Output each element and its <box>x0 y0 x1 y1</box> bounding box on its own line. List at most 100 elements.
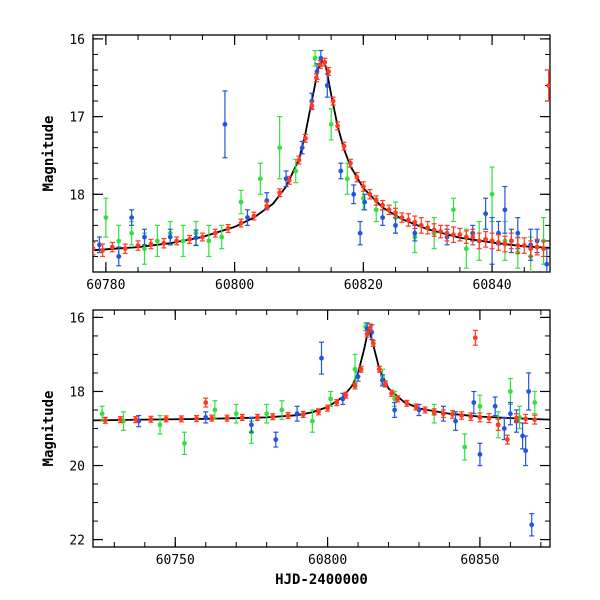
data-point <box>395 396 401 402</box>
data-point <box>174 238 180 244</box>
data-point <box>277 145 283 151</box>
data-point <box>343 392 349 398</box>
data-point <box>380 202 386 208</box>
data-point <box>209 415 215 421</box>
y-tick-label: 16 <box>69 311 85 326</box>
data-point <box>330 98 336 104</box>
top-panel-zoom: 60780 60800 60820 60840 16 17 18 Magnitude <box>41 33 551 293</box>
data-point <box>142 246 147 252</box>
data-point <box>293 168 299 174</box>
data-point <box>249 422 254 428</box>
data-point <box>318 55 324 61</box>
data-point <box>279 407 285 413</box>
data-point <box>451 207 456 213</box>
data-point <box>270 414 276 420</box>
data-point <box>492 403 498 409</box>
data-point <box>431 409 437 415</box>
data-point <box>314 69 320 74</box>
data-point <box>476 238 482 244</box>
data-point <box>296 157 302 163</box>
data-point <box>532 400 538 405</box>
data-point <box>459 413 465 418</box>
data-point <box>129 215 135 221</box>
data-point <box>383 381 388 387</box>
data-point <box>523 448 529 454</box>
data-point <box>309 418 315 424</box>
data-point <box>529 522 535 528</box>
data-layer <box>93 322 550 537</box>
data-point <box>412 219 418 225</box>
data-point <box>528 246 534 252</box>
data-point <box>471 400 477 405</box>
data-point <box>317 62 323 67</box>
data-point <box>504 437 510 443</box>
data-point <box>405 217 411 223</box>
x-tick-label: 60820 <box>344 278 383 293</box>
data-point <box>309 103 315 109</box>
data-point <box>294 411 300 417</box>
data-point <box>255 414 260 420</box>
x-tick-label: 60800 <box>215 278 254 293</box>
data-point <box>133 417 139 423</box>
data-point <box>367 325 373 331</box>
data-point <box>322 59 328 65</box>
data-point <box>444 230 450 236</box>
data-point <box>486 415 492 421</box>
data-point <box>463 234 469 240</box>
data-point <box>463 246 469 252</box>
data-point <box>541 246 546 252</box>
y-axis-label: Magnitude <box>41 116 57 192</box>
data-point <box>358 366 364 372</box>
data-point <box>399 215 405 221</box>
data-point <box>431 227 437 233</box>
data-point <box>470 234 476 240</box>
data-point <box>225 226 231 231</box>
data-point <box>364 331 370 337</box>
data-point <box>203 400 209 405</box>
data-point <box>245 215 250 221</box>
data-point <box>515 230 521 236</box>
data-point <box>97 242 102 248</box>
data-point <box>334 400 340 405</box>
data-point <box>462 444 468 450</box>
data-point <box>180 238 186 244</box>
data-point <box>135 243 141 248</box>
data-point <box>477 403 483 409</box>
data-point <box>422 407 428 413</box>
data-point <box>404 400 410 406</box>
data-point <box>103 215 109 221</box>
data-point <box>116 238 122 244</box>
data-point <box>161 240 167 246</box>
data-point <box>352 366 358 372</box>
x-tick-label: 60800 <box>308 553 347 568</box>
data-point <box>257 176 263 182</box>
data-point <box>393 210 398 216</box>
data-point <box>477 452 483 457</box>
data-point <box>187 236 192 242</box>
data-point <box>413 404 419 410</box>
data-point <box>380 215 386 221</box>
data-point <box>344 176 350 182</box>
data-point <box>212 230 218 236</box>
data-point <box>501 426 507 431</box>
data-point <box>514 415 519 421</box>
data-point <box>502 207 508 213</box>
data-point <box>546 83 550 88</box>
data-point <box>386 207 392 213</box>
data-point <box>148 416 154 422</box>
y-tick-label: 18 <box>69 188 85 203</box>
data-point <box>264 203 270 209</box>
data-point <box>233 411 239 417</box>
data-point <box>319 355 324 361</box>
data-point <box>412 230 418 236</box>
data-point <box>502 241 508 247</box>
data-point <box>224 415 230 421</box>
data-point <box>122 246 128 252</box>
data-point <box>532 417 538 423</box>
data-point <box>312 55 318 61</box>
x-tick-label: 60840 <box>473 278 512 293</box>
data-point <box>489 191 495 197</box>
plot-frame <box>92 34 551 273</box>
data-point <box>326 69 331 74</box>
data-point <box>496 240 501 245</box>
